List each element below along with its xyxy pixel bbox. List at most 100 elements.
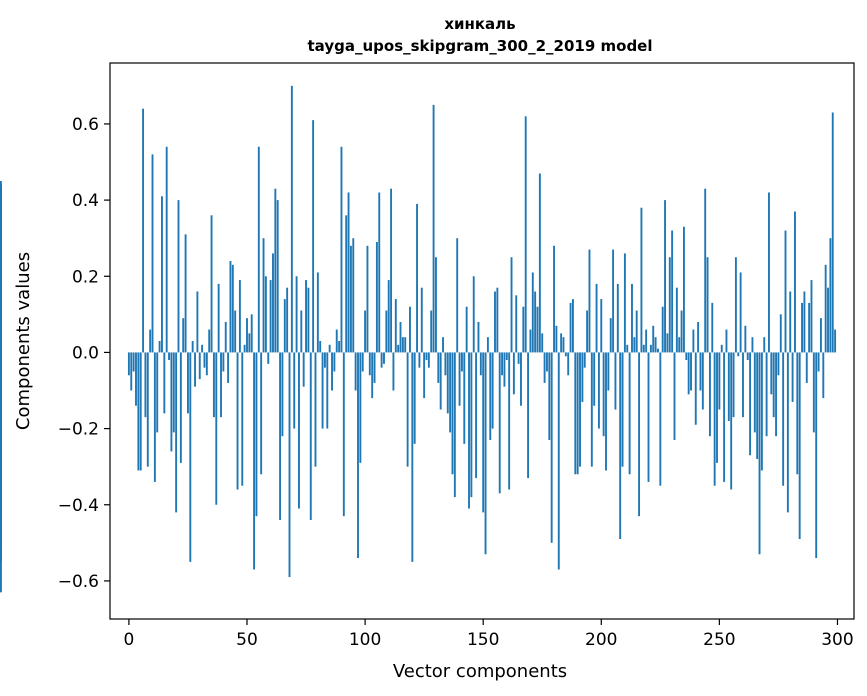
- bar-12: [156, 352, 159, 433]
- bar-82: [321, 352, 324, 429]
- bar-99: [361, 352, 364, 372]
- bar-42: [227, 352, 230, 383]
- bar-198: [595, 283, 598, 353]
- bar-164: [515, 295, 518, 353]
- bar-267: [758, 352, 761, 555]
- bar-288: [808, 302, 811, 353]
- bar-241: [697, 321, 700, 353]
- bar-22: [179, 352, 182, 463]
- bar-137: [451, 352, 454, 475]
- bar-299: [834, 329, 837, 353]
- bar-129: [432, 104, 435, 353]
- bar-251: [720, 344, 723, 353]
- bar-134: [444, 352, 447, 376]
- bar-193: [583, 352, 586, 368]
- bar-190: [576, 352, 579, 475]
- bar-54: [255, 352, 258, 517]
- bar-115: [399, 321, 402, 353]
- bar-293: [819, 318, 822, 353]
- bar-165: [517, 352, 520, 364]
- bar-132: [439, 352, 442, 410]
- bar-185: [564, 352, 567, 357]
- bar-211: [626, 344, 629, 353]
- bar-29: [196, 291, 199, 353]
- bar-56: [260, 352, 263, 475]
- bar-284: [798, 352, 801, 540]
- bar-76: [307, 287, 310, 353]
- bar-23: [182, 318, 185, 353]
- bar-97: [357, 352, 359, 559]
- bar-271: [768, 192, 770, 353]
- bar-228: [666, 333, 669, 353]
- bar-209: [621, 352, 624, 467]
- bar-4: [137, 352, 140, 471]
- bar-15: [163, 352, 166, 414]
- bar-46: [236, 352, 239, 490]
- bar-232: [675, 287, 678, 353]
- bar-156: [496, 287, 499, 353]
- bar-205: [612, 249, 615, 353]
- bar-122: [416, 203, 418, 353]
- bar-177: [546, 352, 548, 372]
- bar-200: [600, 299, 603, 353]
- bar-41: [224, 321, 227, 353]
- bar-244: [704, 188, 707, 353]
- y-tick-label: 0.6: [72, 115, 99, 135]
- y-tick-label: −0.6: [58, 572, 99, 592]
- bar-179: [550, 352, 553, 543]
- bar-215: [635, 310, 638, 353]
- bar-231: [673, 352, 676, 441]
- bar-0: [127, 352, 130, 376]
- bar-139: [456, 238, 459, 353]
- bar-218: [642, 344, 645, 353]
- bar-108: [383, 352, 385, 364]
- bar-86: [331, 352, 333, 391]
- bar-130: [435, 257, 437, 353]
- bar-27: [191, 341, 194, 353]
- x-axis-label: Vector components: [393, 661, 567, 682]
- bar-168: [524, 116, 527, 353]
- bar-224: [657, 348, 659, 353]
- bar-55: [257, 146, 260, 353]
- bar-189: [574, 352, 577, 475]
- bar-37: [215, 352, 218, 505]
- bar-28: [194, 352, 196, 387]
- bar-160: [505, 352, 508, 361]
- bar-91: [342, 352, 345, 517]
- bar-48: [241, 352, 244, 486]
- bar-138: [453, 352, 456, 498]
- bar-31: [201, 344, 204, 353]
- bar-240: [694, 352, 697, 425]
- bar-111: [390, 188, 393, 353]
- bar-undefined: [0, 222, 2, 353]
- bar-257: [734, 257, 737, 353]
- bar-66: [283, 299, 286, 353]
- bar-287: [805, 352, 808, 383]
- bar-227: [664, 200, 666, 353]
- bar-63: [276, 200, 279, 353]
- bar-219: [645, 329, 648, 353]
- bar-118: [406, 352, 409, 467]
- bar-125: [423, 352, 426, 399]
- bar-221: [649, 344, 652, 353]
- bar-222: [652, 325, 655, 353]
- bar-43: [229, 261, 232, 353]
- bar-259: [739, 272, 742, 353]
- x-tick-label: 100: [349, 630, 381, 650]
- bar-283: [796, 352, 799, 475]
- bar-60: [269, 280, 272, 353]
- bar-123: [418, 352, 421, 368]
- bar-106: [378, 192, 381, 353]
- bar-69: [290, 85, 293, 353]
- bar-157: [498, 352, 501, 494]
- y-axis-label: Components values: [13, 252, 34, 430]
- y-axis-ticks: −0.6 −0.4 −0.2 0.0 0.2 0.4 0.6: [58, 115, 110, 592]
- bar-192: [581, 352, 584, 402]
- bar-32: [203, 352, 206, 368]
- bar-237: [687, 352, 690, 395]
- bar-230: [671, 230, 674, 353]
- bar-33: [205, 352, 208, 376]
- bar-170: [529, 329, 532, 353]
- bar-127: [427, 352, 430, 368]
